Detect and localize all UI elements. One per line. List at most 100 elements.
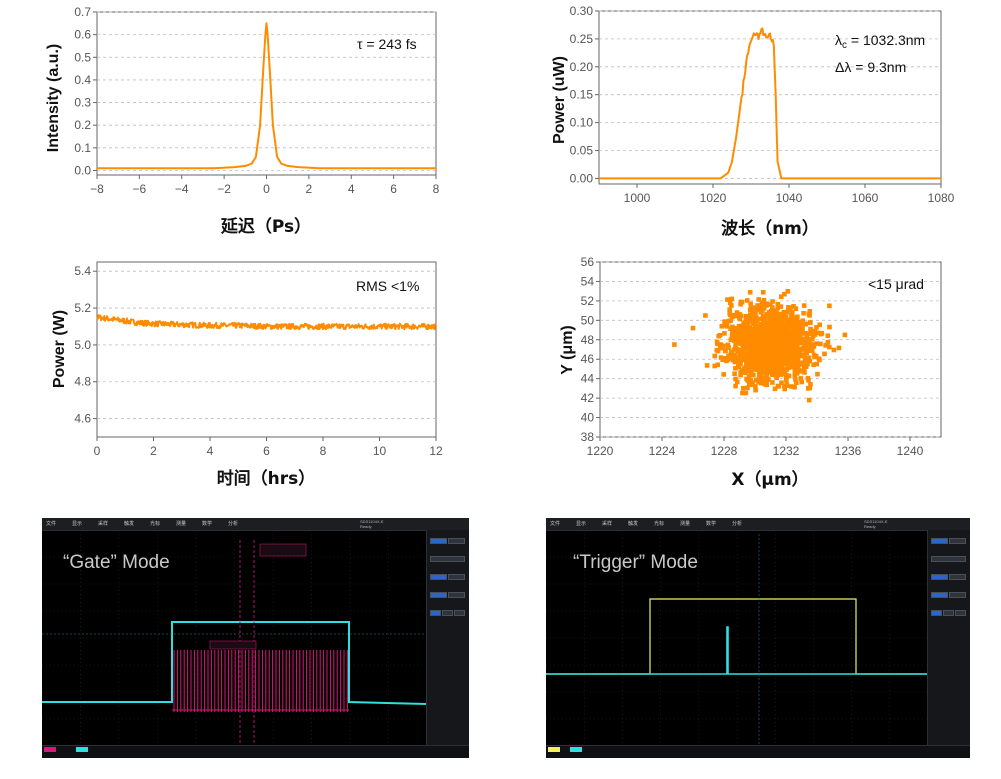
scatter-point [779, 346, 784, 352]
scatter-point [733, 341, 738, 347]
side-button[interactable] [949, 538, 966, 544]
y-tick-label: 5.2 [74, 301, 91, 315]
scatter-point [799, 379, 804, 385]
side-button[interactable] [430, 610, 441, 616]
scatter-point [798, 326, 803, 332]
scatter-point [752, 330, 758, 336]
scatter-point [730, 324, 735, 330]
scatter-point [795, 322, 800, 328]
scatter-point [786, 358, 792, 364]
scatter-point [768, 302, 773, 307]
scatter-point [766, 344, 772, 350]
side-button[interactable] [448, 538, 465, 544]
side-button[interactable] [430, 556, 465, 562]
menu-item[interactable]: 采样 [602, 521, 613, 527]
scatter-point [760, 352, 766, 357]
scatter-point [777, 369, 782, 375]
scatter-point [794, 380, 799, 385]
scatter-point [747, 290, 753, 295]
scatter-point [738, 372, 743, 378]
side-button[interactable] [430, 574, 447, 580]
series-line [96, 314, 437, 331]
scatter-point [737, 339, 742, 345]
scatter-point [725, 357, 730, 362]
scatter-point [807, 309, 813, 314]
beam-pointing-chart: 38 40 42 44 46 48 50 52 54 56 1220 1224 1228 1232 1236… [559, 255, 942, 490]
scatter-point [781, 367, 786, 373]
side-button[interactable] [931, 574, 948, 580]
scatter-point [721, 372, 726, 377]
y-axis-label: Y (μm) [559, 325, 576, 375]
scatter-point [782, 371, 788, 377]
scatter-point [836, 345, 842, 351]
channel-chip[interactable] [548, 747, 560, 752]
scatter-point [725, 342, 731, 348]
menu-item[interactable]: 触发 [628, 521, 639, 527]
scatter-point [783, 349, 789, 355]
scatter-point [773, 331, 779, 336]
side-button[interactable] [931, 592, 948, 598]
menu-item[interactable]: 显示 [72, 521, 83, 527]
scatter-point [733, 383, 738, 389]
side-button[interactable] [430, 538, 447, 544]
scatter-point [792, 315, 797, 320]
measure-readout [209, 640, 257, 650]
x-tick-label: 8 [320, 444, 327, 458]
scatter-point [786, 373, 792, 379]
scatter-point [773, 308, 779, 313]
menu-item[interactable]: 光标 [654, 521, 665, 527]
menu-item[interactable]: 数学 [202, 521, 213, 527]
scatter-point [765, 362, 770, 368]
scatter-point [816, 330, 821, 336]
side-button[interactable] [448, 592, 465, 598]
scatter-point [792, 335, 797, 340]
side-button[interactable] [454, 610, 465, 616]
channel-chip[interactable] [570, 747, 582, 752]
side-button[interactable] [442, 610, 453, 616]
scatter-point [773, 314, 779, 319]
side-button[interactable] [943, 610, 954, 616]
scatter-point [777, 312, 783, 317]
scatter-point [795, 319, 800, 324]
x-tick-label: 10 [373, 444, 387, 458]
scatter-point [738, 330, 743, 336]
menu-item[interactable]: 数学 [706, 521, 717, 527]
menu-item[interactable]: 触发 [124, 521, 135, 527]
side-button[interactable] [949, 592, 966, 598]
scatter-point [812, 354, 818, 359]
menu-item[interactable]: 显示 [576, 521, 587, 527]
scatter-point [717, 333, 723, 338]
scatter-point [755, 303, 760, 308]
side-button[interactable] [430, 592, 447, 598]
scope-menu-bar: 文件 显示 采样 触发 光标 测量 数学 分析 SDS1104X-E Ready [42, 518, 469, 531]
x-tick-label: 1060 [852, 191, 879, 205]
menu-item[interactable]: 文件 [46, 521, 57, 527]
menu-item[interactable]: 分析 [732, 521, 743, 527]
y-tick-label: 0.20 [570, 60, 594, 74]
side-button[interactable] [448, 574, 465, 580]
scatter-point [783, 314, 789, 320]
scatter-point [727, 300, 733, 306]
scatter-point [731, 347, 737, 352]
channel-chip[interactable] [76, 747, 88, 752]
menu-item[interactable]: 采样 [98, 521, 109, 527]
scatter-point [741, 331, 746, 337]
menu-item[interactable]: 测量 [680, 521, 691, 527]
scatter-point [778, 354, 784, 359]
menu-item[interactable]: 测量 [176, 521, 187, 527]
scatter-point [791, 345, 796, 350]
side-button[interactable] [949, 574, 966, 580]
side-button[interactable] [931, 610, 942, 616]
side-button[interactable] [955, 610, 966, 616]
scatter-point [772, 386, 778, 392]
channel-chip[interactable] [44, 747, 56, 752]
menu-item[interactable]: 光标 [150, 521, 161, 527]
scatter-point [778, 323, 784, 328]
side-button[interactable] [931, 538, 948, 544]
side-button[interactable] [931, 556, 966, 562]
scatter-point [825, 333, 831, 338]
menu-item[interactable]: 文件 [550, 521, 561, 527]
scatter-point [789, 361, 795, 367]
menu-item[interactable]: 分析 [228, 521, 239, 527]
scatter-point [747, 380, 753, 385]
